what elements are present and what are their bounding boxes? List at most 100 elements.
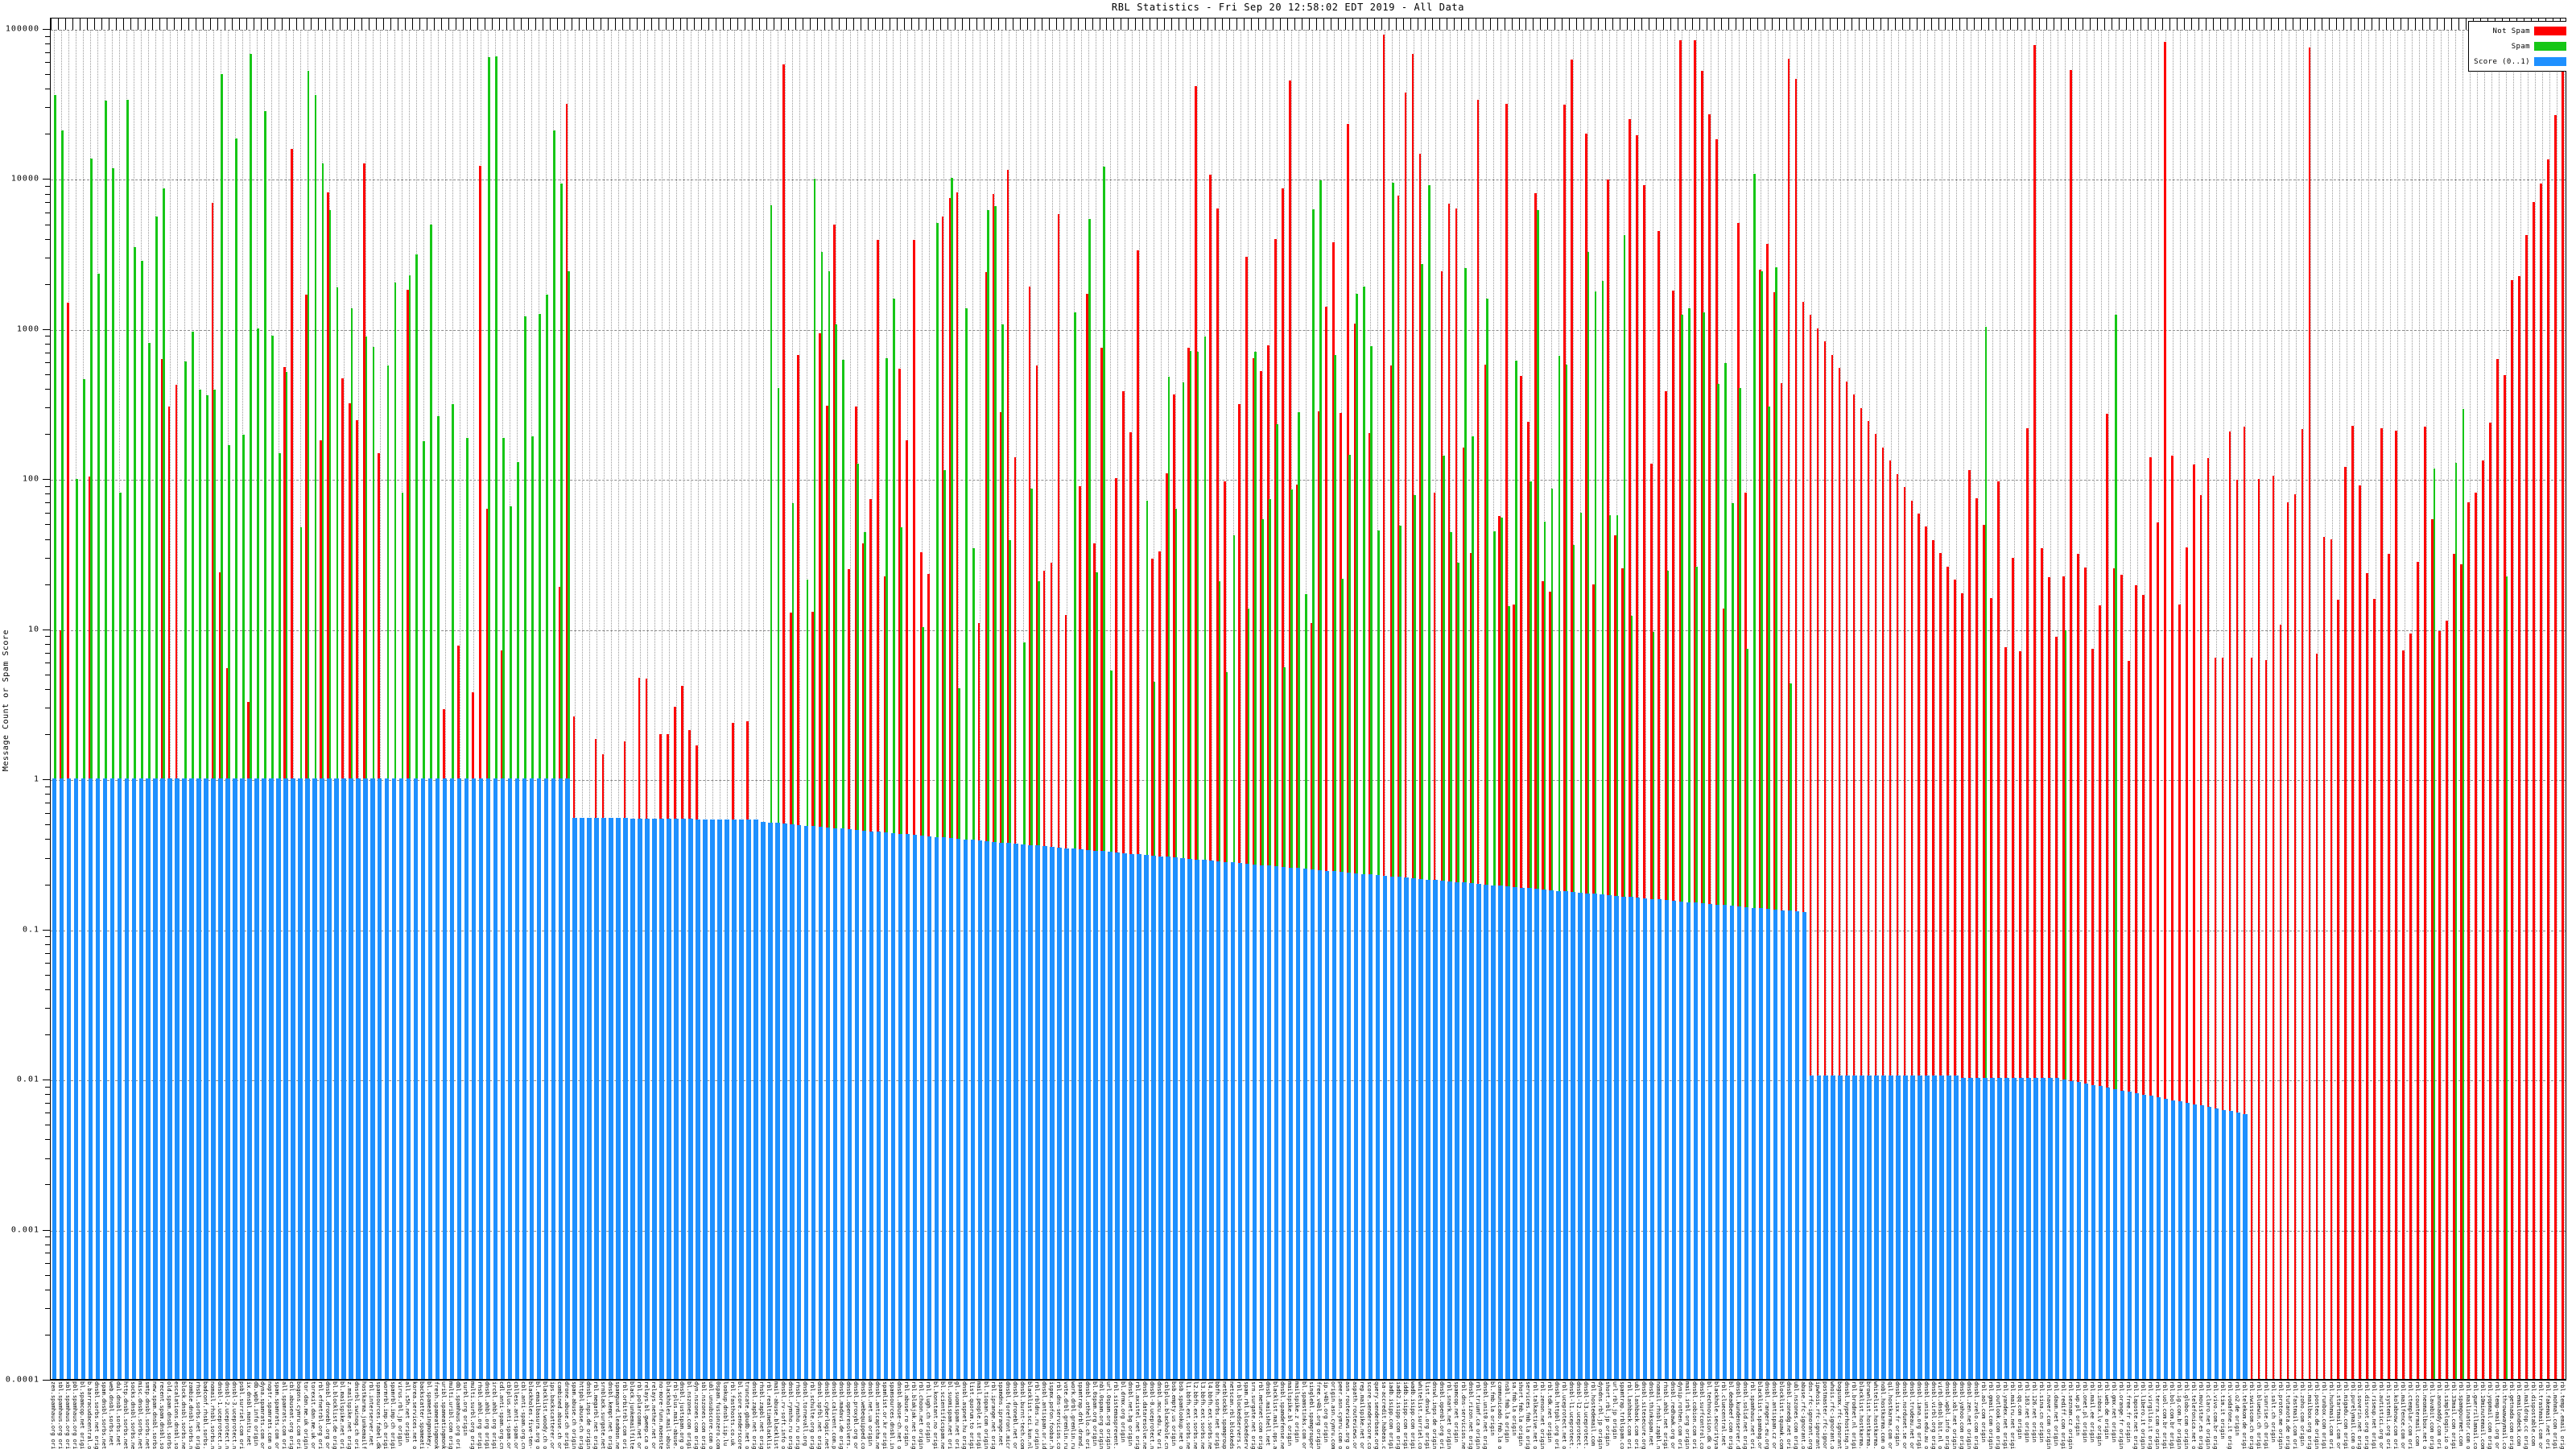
bar-score — [138, 778, 144, 1379]
bar-score — [327, 778, 332, 1379]
y-tick-minor — [45, 1158, 50, 1159]
x-axis-tick-label: communicado.fmb.la origin — [1496, 1381, 1503, 1449]
bar-spam — [1587, 252, 1590, 1379]
y-axis-tick-label: 10 — [27, 625, 39, 634]
x-axis-tick-label: rbl.polarcomm.net origin — [635, 1381, 642, 1449]
x-axis-tick-label: dnsbl.trudeau.net origin — [1908, 1381, 1915, 1449]
bar-score — [225, 778, 230, 1379]
x-axis-tick-label: rbl.movistar.es origin — [2197, 1381, 2204, 1449]
bar-score — [1794, 911, 1800, 1379]
bar-not-spam — [2366, 572, 2369, 1379]
legend-swatch-score — [2534, 57, 2566, 66]
x-axis-tick-label: rbl.lashback.com origin — [1626, 1381, 1633, 1449]
x-axis-tick-label: abuse.rfc-ignorant.org origin — [1799, 1381, 1806, 1449]
bar-not-spam — [1961, 592, 1964, 1379]
bar-score — [2178, 1101, 2183, 1379]
bar-score — [1108, 852, 1113, 1379]
x-axis-tick-label: rbl.countermail.com origin — [2414, 1381, 2421, 1449]
x-axis-tick-label: rbl.ig.com.br origin — [2175, 1381, 2182, 1449]
legend-item-score[interactable]: Score (0..1) — [2474, 54, 2566, 69]
bar-not-spam — [876, 239, 879, 1379]
x-axis-tick-label: dnsbl.rangers.eu.org origin — [1763, 1381, 1770, 1449]
x-axis-tick-label: nobl.hostkarma.com origin — [1879, 1381, 1886, 1449]
x-axis-tick-label: rbl.disroot.org origin — [2363, 1381, 2371, 1449]
x-axis-tick-label: zen.spamhaus.org origin — [50, 1381, 56, 1449]
bar-score — [398, 778, 404, 1379]
y-axis-tick-label: 0.001 — [10, 1225, 39, 1235]
x-axis-tick-label: rbl.posteo.de origin — [2313, 1381, 2320, 1449]
x-axis-tick-label: tor.dan.me.uk origin — [303, 1381, 310, 1449]
x-axis-tick-label: dnsbl.kundenserver.de origin — [1734, 1381, 1741, 1449]
x-axis-tick-label: cbl.anti-spam.org.cn origin — [519, 1381, 526, 1449]
x-axis-tick-label: rbl.startmail.com origin — [2334, 1381, 2342, 1449]
bar-spam — [770, 205, 773, 1379]
bar-score — [1223, 861, 1228, 1379]
bar-score — [1505, 886, 1510, 1379]
bar-score — [1556, 890, 1561, 1379]
x-axis-tick-label: sa-accredit.habeas.com origin — [1380, 1381, 1387, 1449]
x-axis-tick-label: dnsbl.dronebl.org origin — [324, 1381, 332, 1449]
x-axis-tick-label: rbl.uceprotect.net origin — [1561, 1381, 1568, 1449]
bar-not-spam — [941, 216, 944, 1379]
bar-not-spam — [1288, 80, 1291, 1379]
x-axis-tick-label: bl.blocklist.de origin — [332, 1381, 339, 1449]
x-axis-tick-label: dnsbl.ahbl.org origin — [483, 1381, 490, 1449]
x-axis-tick-label: singlebl.spamgrouper.com origin — [1307, 1381, 1315, 1449]
bar-not-spam — [1672, 291, 1674, 1379]
bar-not-spam — [478, 166, 481, 1379]
legend-item-not-spam[interactable]: Not Spam — [2474, 23, 2566, 39]
bar-not-spam — [2482, 460, 2484, 1379]
x-axis-tick-label: bl.0spam.org origin — [1091, 1381, 1098, 1447]
x-axis-tick-label: rbl.web.de origin — [2103, 1381, 2111, 1439]
bar-not-spam — [2402, 650, 2405, 1379]
bar-score — [1411, 877, 1417, 1379]
x-axis-tick-label: iddb.isipp.com origin — [1402, 1381, 1409, 1449]
x-axis-tick-label: blackholes.mail-abuse.org origin — [664, 1381, 671, 1449]
bar-score — [312, 778, 317, 1379]
series-score-bars — [51, 19, 2566, 1379]
bar-score — [623, 818, 628, 1379]
bar-score — [782, 824, 787, 1379]
y-tick-minor — [45, 35, 50, 37]
bar-score — [334, 778, 339, 1379]
bar-score — [963, 839, 968, 1379]
bar-not-spam — [1925, 526, 1928, 1379]
bar-spam — [263, 110, 266, 1379]
x-axis-tick-label: dnsbl.antispam.cz origin — [1770, 1381, 1777, 1449]
bar-score — [803, 825, 809, 1379]
x-axis-tick-label: services.fmb.la origin — [1525, 1381, 1532, 1449]
bar-score — [131, 778, 137, 1379]
y-tick-major — [43, 179, 50, 180]
bar-spam — [126, 100, 129, 1379]
bar-spam — [1485, 299, 1488, 1379]
bar-score — [2170, 1100, 2176, 1379]
bar-score — [558, 778, 564, 1379]
bar-score — [1484, 884, 1488, 1379]
bar-not-spam — [1657, 230, 1660, 1379]
x-axis-tick-label: dynip.rothen.com origin — [1677, 1381, 1684, 1449]
bar-score — [2083, 1083, 2089, 1379]
bar-not-spam — [2322, 537, 2326, 1379]
y-tick-minor — [45, 1308, 50, 1310]
bar-spam — [1681, 315, 1684, 1379]
bar-not-spam — [2540, 184, 2542, 1379]
bar-score — [912, 835, 918, 1379]
bar-score — [1975, 1077, 1980, 1379]
x-axis-tick-label: blacklist.spambag.org origin — [1756, 1381, 1763, 1449]
x-axis-tick-label: rbl.trashmail.com origin — [2537, 1381, 2545, 1449]
x-axis-tick-label: rbl.uol.com.br origin — [2161, 1381, 2168, 1449]
bar-spam — [1753, 173, 1756, 1379]
y-tick-minor — [45, 485, 50, 487]
bar-spam — [1356, 293, 1358, 1379]
bar-not-spam — [1867, 420, 1870, 1379]
x-axis-tick-label: srnblack.surgate.net origin — [599, 1381, 606, 1449]
x-axis-tick-label: multi.surbl.org origin — [469, 1381, 476, 1449]
bar-score — [601, 818, 606, 1379]
bar-score — [1259, 865, 1265, 1379]
x-axis-tick-label: dsn.rfc-ignorant.org origin — [1806, 1381, 1814, 1449]
legend-item-spam[interactable]: Spam — [2474, 39, 2566, 54]
bar-score — [66, 778, 72, 1379]
x-axis-tick-label: dnsbl.rizon.net origin — [1467, 1381, 1474, 1449]
x-axis-tick-label: rbl.blakjak.net origin — [910, 1381, 917, 1449]
legend-label-score: Score (0..1) — [2474, 57, 2530, 66]
